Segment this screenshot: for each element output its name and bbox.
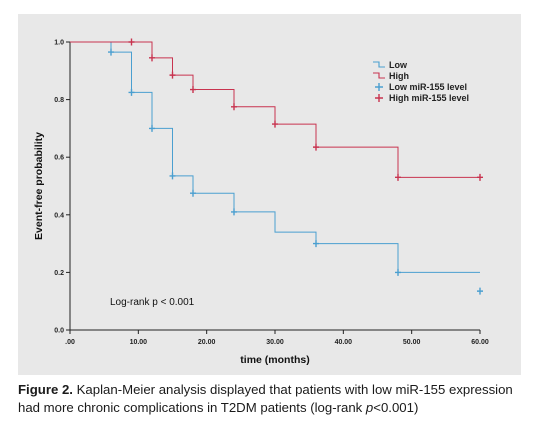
censor-mark-high (395, 173, 401, 181)
figure-panel: 0.0 0.2 0.4 0.6 0.8 1.0 .00 10.00 20.00 30.00 40.0… (18, 14, 521, 375)
y-tick-label: 0.2 (54, 270, 64, 277)
legend-censor-swatch (375, 83, 383, 91)
caption-label: Figure 2. (18, 382, 73, 397)
censor-mark-low (169, 172, 176, 180)
x-tick-label: 30.00 (266, 339, 284, 346)
censor-mark-high (128, 38, 135, 46)
censor-mark-high (149, 54, 155, 62)
axes: 0.0 0.2 0.4 0.6 0.8 1.0 .00 10.00 20.00 30.00 40.0… (33, 40, 489, 367)
y-tick-label: 0.0 (54, 328, 64, 335)
km-curve-high (70, 41, 480, 178)
logrank-annotation: Log-rank p < 0.001 (110, 297, 195, 308)
legend-label: High (389, 71, 409, 81)
legend-line-swatch (373, 72, 385, 79)
caption-text: Kaplan-Meier analysis displayed that pat… (18, 382, 513, 415)
legend-label: High miR-155 level (389, 93, 469, 103)
censor-mark-low (108, 48, 114, 56)
figure-caption: Figure 2. Kaplan-Meier analysis displaye… (18, 381, 528, 417)
censor-mark-low (190, 189, 196, 197)
censor-mark-low (395, 268, 401, 276)
censor-mark-high (231, 103, 237, 111)
caption-p-symbol: p (365, 400, 374, 415)
legend-censor-swatch (375, 94, 383, 102)
censor-mark-low (231, 208, 237, 216)
caption-text-end: <0.001) (373, 400, 419, 415)
y-tick-label: 0.4 (54, 212, 64, 219)
x-axis-title: time (months) (240, 354, 309, 366)
km-chart: 0.0 0.2 0.4 0.6 0.8 1.0 .00 10.00 20.00 30.00 40.0… (33, 38, 489, 367)
censor-mark-low (128, 88, 135, 96)
x-tick-label: 50.00 (403, 339, 421, 346)
y-tick-label: 0.6 (54, 155, 64, 162)
censor-mark-high (190, 86, 196, 94)
censor-mark-high (313, 143, 319, 151)
y-tick-label: 0.8 (54, 97, 64, 104)
y-axis-title: Event-free probability (33, 132, 45, 240)
series-layer (70, 38, 483, 295)
x-tick-label: 60.00 (471, 339, 489, 346)
censor-mark-low (477, 287, 483, 295)
km-curve-low (70, 41, 480, 273)
y-tick-label: 1.0 (54, 40, 64, 47)
x-tick-label: 10.00 (130, 339, 148, 346)
x-tick-label: .00 (65, 339, 75, 346)
censor-mark-low (149, 124, 155, 132)
censor-mark-high (169, 71, 176, 79)
x-tick-label: 40.00 (335, 339, 353, 346)
x-tick-label: 20.00 (198, 339, 216, 346)
censor-mark-high (272, 120, 278, 128)
legend-label: Low (389, 60, 408, 70)
legend-label: Low miR-155 level (389, 82, 467, 92)
censor-mark-low (313, 240, 319, 248)
legend-line-swatch (373, 61, 385, 68)
censor-mark-high (477, 173, 483, 181)
